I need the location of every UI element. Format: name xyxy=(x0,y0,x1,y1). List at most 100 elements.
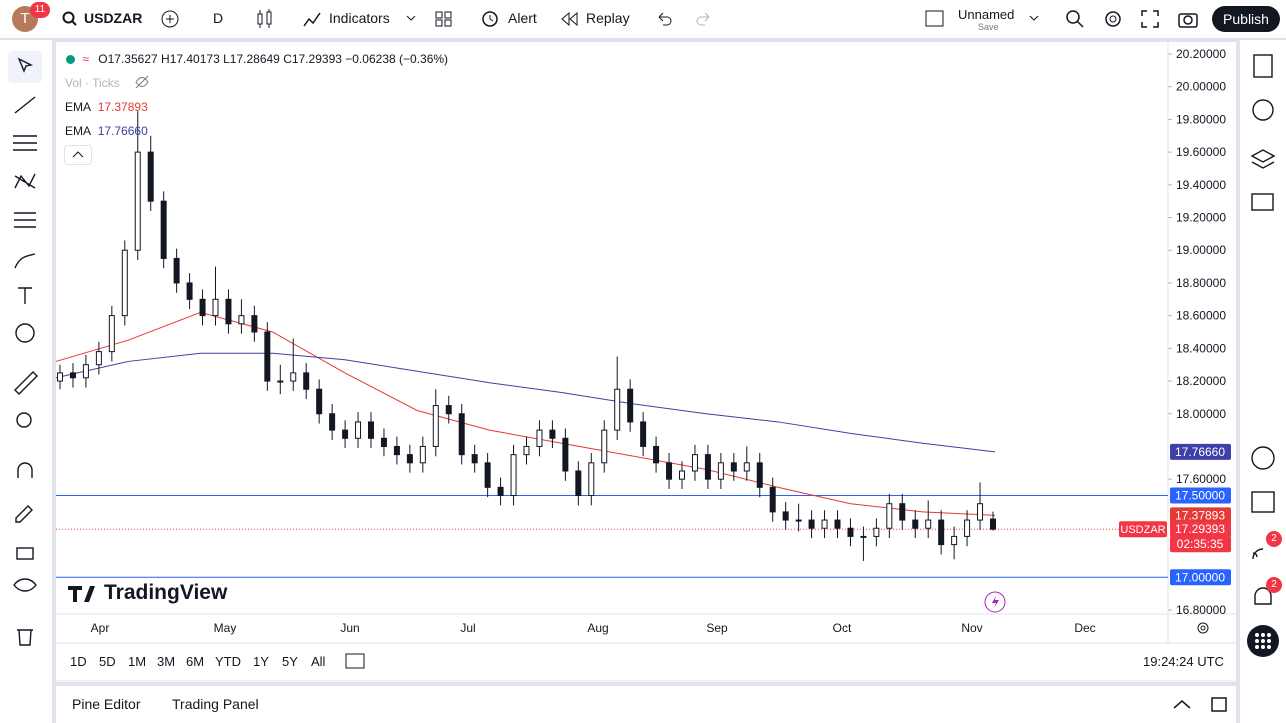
lock-tool[interactable] xyxy=(16,547,34,560)
hidden-icon[interactable] xyxy=(134,75,150,89)
candle-body xyxy=(977,503,984,521)
close-prefix: C xyxy=(283,52,292,66)
range-button[interactable]: 1M xyxy=(128,654,147,669)
candle-body xyxy=(355,421,362,439)
chats[interactable] xyxy=(1251,193,1274,211)
ema-fast-badge-label: 17.37893 xyxy=(1175,508,1225,522)
chart-style[interactable] xyxy=(256,9,274,29)
range-button[interactable]: All xyxy=(311,654,326,669)
symbol-tag xyxy=(1119,521,1167,538)
candle-body xyxy=(303,372,310,390)
notifications[interactable] xyxy=(1254,587,1272,605)
ema-label: EMA xyxy=(65,100,91,114)
candle-body xyxy=(57,372,63,382)
magnet-tool[interactable] xyxy=(17,462,33,478)
symbol[interactable]: USDZAR xyxy=(84,10,143,26)
range-button[interactable]: 6M xyxy=(186,654,205,669)
candle-body xyxy=(497,486,504,497)
range-button[interactable]: 5Y xyxy=(282,654,298,669)
candle-body xyxy=(640,421,647,447)
low-value: 17.28649 xyxy=(229,52,280,66)
open-prefix: O xyxy=(98,52,108,66)
range-button[interactable]: 1Y xyxy=(253,654,269,669)
candle-body xyxy=(225,298,232,325)
range-button[interactable]: YTD xyxy=(215,654,241,669)
candle-body xyxy=(769,486,776,513)
candle-body xyxy=(666,462,673,480)
y-tick-label: 18.80000 xyxy=(1176,276,1226,290)
hide-tool[interactable] xyxy=(13,578,37,592)
snapshot[interactable] xyxy=(1177,9,1199,29)
text-tool[interactable] xyxy=(18,287,32,304)
candle-body xyxy=(951,535,958,546)
pattern-tool[interactable] xyxy=(14,173,36,189)
candle-body xyxy=(134,151,141,251)
ema-label: EMA xyxy=(65,124,91,138)
publish-button[interactable]: Publish xyxy=(1212,6,1280,32)
interval[interactable]: D xyxy=(213,10,224,26)
cursor-tool[interactable] xyxy=(17,57,34,73)
indicators[interactable]: Indicators xyxy=(329,10,390,26)
candle-body xyxy=(873,527,880,537)
candle-body xyxy=(588,462,595,497)
undo[interactable] xyxy=(656,11,674,27)
y-tick-label: 19.40000 xyxy=(1176,178,1226,192)
panel-controls[interactable] xyxy=(1170,696,1230,714)
candle-body xyxy=(95,351,102,366)
go-to-date[interactable] xyxy=(345,653,365,669)
y-tick-label: 18.00000 xyxy=(1176,407,1226,421)
x-tick-label: May xyxy=(214,621,237,635)
ema-value: 17.76660 xyxy=(97,124,148,138)
stay-drawing-tool[interactable] xyxy=(15,505,33,523)
ema-value: 17.37893 xyxy=(97,100,148,114)
countdown-bg xyxy=(1170,536,1231,553)
quick-search[interactable] xyxy=(1064,8,1086,30)
candle-body xyxy=(342,429,349,439)
candle-body xyxy=(614,388,621,431)
brush-tool[interactable] xyxy=(14,253,36,269)
x-tick-label: Jul xyxy=(460,621,475,635)
remove-tool[interactable] xyxy=(17,629,33,646)
right-toolbar: 2 2 xyxy=(1240,40,1286,723)
panel-tab[interactable]: Trading Panel xyxy=(172,696,259,712)
candle-body xyxy=(938,519,945,546)
panel-tab[interactable]: Pine Editor xyxy=(72,696,141,712)
candle-body xyxy=(808,519,815,529)
ideas[interactable] xyxy=(1251,446,1275,470)
replay[interactable]: Replay xyxy=(586,10,630,26)
last-price-badge xyxy=(1170,521,1231,538)
range-button[interactable]: 5D xyxy=(99,654,116,669)
redo[interactable] xyxy=(694,11,712,27)
watchlist[interactable] xyxy=(1253,54,1273,78)
range-button[interactable]: 3M xyxy=(157,654,176,669)
y-tick-label: 18.60000 xyxy=(1176,309,1226,323)
trend-line-tool[interactable] xyxy=(14,96,36,114)
add-symbol[interactable] xyxy=(160,9,180,29)
settings[interactable] xyxy=(1102,8,1124,30)
layouts-icon[interactable] xyxy=(434,9,454,29)
time-settings[interactable] xyxy=(1197,622,1209,634)
measure-tool[interactable] xyxy=(14,371,38,395)
zoom-tool[interactable] xyxy=(16,412,32,428)
volume-legend[interactable]: Vol · Ticks xyxy=(65,76,120,90)
x-tick-label: Sep xyxy=(706,621,728,635)
candle-body xyxy=(834,519,841,529)
fullscreen[interactable] xyxy=(1140,9,1160,29)
alert[interactable]: Alert xyxy=(508,10,537,26)
fib-tool[interactable] xyxy=(13,135,37,151)
object-tree[interactable] xyxy=(1250,149,1276,169)
y-tick-label: 16.80000 xyxy=(1176,603,1226,617)
calendar[interactable] xyxy=(1251,491,1275,513)
layout-name[interactable]: Unnamed xyxy=(958,7,1015,22)
candle-body xyxy=(432,405,439,447)
alerts-panel[interactable] xyxy=(1252,99,1274,121)
range-button[interactable]: 1D xyxy=(70,654,87,669)
event-marker[interactable] xyxy=(984,591,1006,613)
icon-tool[interactable] xyxy=(15,323,35,343)
candle-body xyxy=(782,511,789,521)
candle-body xyxy=(368,421,374,439)
collapse-legend[interactable] xyxy=(64,145,92,165)
news[interactable] xyxy=(1252,548,1264,560)
projection-tool[interactable] xyxy=(14,212,36,228)
candle-body xyxy=(730,462,737,472)
